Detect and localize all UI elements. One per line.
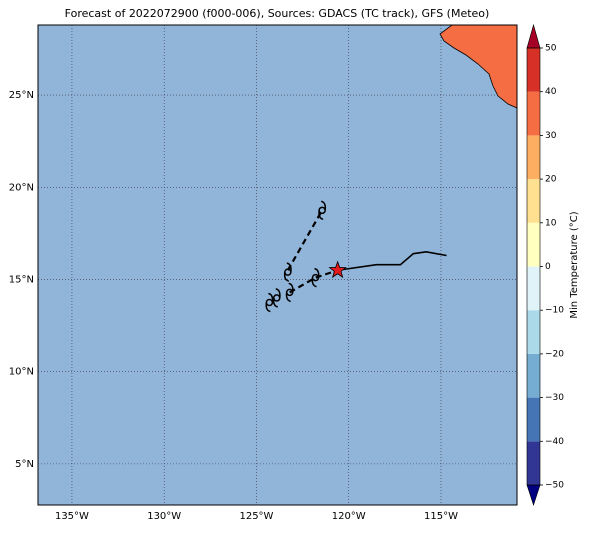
map-title: Forecast of 2022072900 (f000-006), Sourc… [65,7,490,20]
map-layer [38,25,517,505]
ocean [38,25,517,505]
storm-symbol [272,288,281,308]
storm-symbol [285,282,294,303]
map-frame [37,24,518,506]
colorbar-label: Min Temperature (°C) [569,211,580,318]
observed-track [337,251,447,272]
current-position [328,260,347,279]
storm-symbol [265,292,274,313]
colorbar-tick-label: −20 [545,349,564,359]
colorbar-bin [527,310,540,354]
colorbar-tick-label: 50 [545,44,557,54]
x-tick-label: 125°W [239,511,273,522]
colorbar-tick-label: −40 [545,437,564,447]
colorbar-bin [527,48,540,92]
colorbar-bin [527,135,540,180]
y-tick-label: 5°N [15,459,34,470]
x-tick-label: 130°W [147,511,181,522]
y-tick-label: 10°N [9,367,34,378]
colorbar-tick-label: −50 [545,481,564,491]
colorbar-bin [527,353,540,398]
colorbar-tick-label: 30 [545,131,557,141]
colorbar-tick-label: −30 [545,393,564,403]
x-tick-label: 120°W [332,511,366,522]
colorbar-under [526,484,541,506]
x-tick-label: 115°W [424,511,458,522]
colorbar-bin [527,91,540,136]
colorbar-tick-label: −10 [545,306,564,316]
x-tick-label: 135°W [55,511,89,522]
y-tick-label: 25°N [9,90,34,101]
colorbar-bin [527,179,540,223]
colorbar-tick-label: 40 [545,87,557,97]
forecast-track [289,269,338,294]
colorbar-tick-label: 20 [545,175,557,185]
storm-symbol [311,267,320,288]
colorbar-bin [527,441,540,485]
colorbar-bin [527,266,540,311]
storm-symbol [318,200,327,221]
y-tick-label: 20°N [9,182,34,193]
storm-symbol [283,262,292,282]
colorbar-bin [527,222,540,267]
colorbar-tick-label: 10 [545,218,557,228]
colorbar-bin [527,397,540,442]
colorbar-tick-label: 0 [545,262,551,272]
y-tick-label: 15°N [9,274,34,285]
forecast-track [286,209,324,271]
colorbar-over [526,23,541,49]
